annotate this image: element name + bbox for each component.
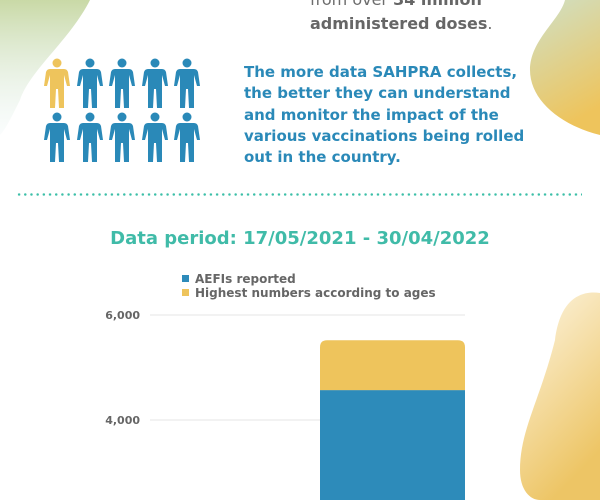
person-icon	[141, 112, 168, 168]
intro-prefix: from over	[310, 0, 393, 9]
intro-highlight: 34 million	[393, 0, 482, 9]
info-message: The more data SAHPRA collects, the bette…	[244, 63, 525, 167]
y-tick-label: 4,000	[105, 414, 140, 427]
legend-label: Highest numbers according to ages	[195, 286, 436, 300]
person-icon	[109, 58, 135, 114]
person-icon	[44, 58, 70, 114]
bar-segment-aefis	[320, 390, 465, 500]
person-icon	[44, 112, 70, 168]
intro-line2: administered doses	[310, 14, 488, 33]
person-icon	[174, 58, 200, 114]
intro-text: from over 34 million administered doses.	[310, 0, 493, 36]
legend-label: AEFIs reported	[195, 272, 296, 286]
bar-segment-ages	[320, 340, 465, 391]
dotted-divider	[16, 193, 582, 196]
legend-item-ages: Highest numbers according to ages	[182, 286, 436, 300]
chart-legend: AEFIs reported Highest numbers according…	[182, 272, 436, 300]
person-icon	[141, 58, 168, 114]
y-tick-label: 6,000	[105, 309, 140, 322]
legend-swatch	[182, 289, 189, 296]
person-icon	[76, 58, 103, 114]
person-icon	[109, 112, 135, 168]
legend-item-aefis: AEFIs reported	[182, 272, 436, 286]
data-period-heading: Data period: 17/05/2021 - 30/04/2022	[110, 228, 490, 249]
legend-swatch	[182, 275, 189, 282]
person-icon	[76, 112, 103, 168]
person-icon	[174, 112, 200, 168]
intro-suffix: .	[487, 14, 493, 33]
